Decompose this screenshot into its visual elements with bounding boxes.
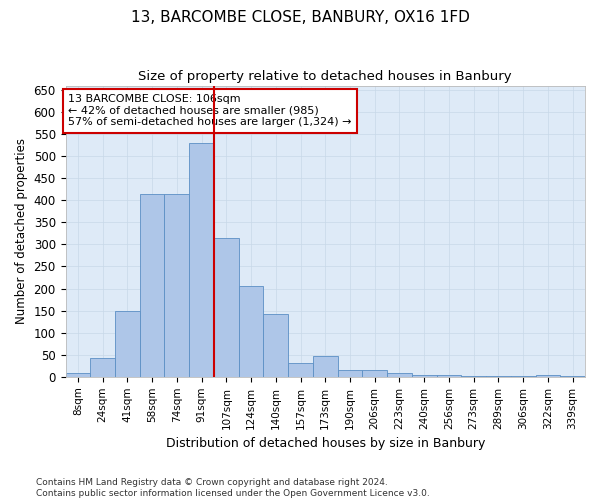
Bar (437, 376, 461, 377)
Bar (486, 376, 511, 377)
Bar (313, 356, 338, 377)
Bar (65, 374, 90, 377)
Bar (214, 238, 239, 377)
Bar (362, 370, 387, 377)
X-axis label: Distribution of detached houses by size in Banbury: Distribution of detached houses by size … (166, 437, 485, 450)
Bar (560, 376, 585, 377)
Bar (164, 194, 189, 377)
Y-axis label: Number of detached properties: Number of detached properties (15, 138, 28, 324)
Text: Contains HM Land Registry data © Crown copyright and database right 2024.
Contai: Contains HM Land Registry data © Crown c… (36, 478, 430, 498)
Bar (461, 376, 486, 377)
Title: Size of property relative to detached houses in Banbury: Size of property relative to detached ho… (139, 70, 512, 83)
Bar (115, 310, 140, 377)
Bar (140, 194, 164, 377)
Bar (288, 362, 313, 377)
Text: 13 BARCOMBE CLOSE: 106sqm
← 42% of detached houses are smaller (985)
57% of semi: 13 BARCOMBE CLOSE: 106sqm ← 42% of detac… (68, 94, 352, 128)
Text: 13, BARCOMBE CLOSE, BANBURY, OX16 1FD: 13, BARCOMBE CLOSE, BANBURY, OX16 1FD (131, 10, 469, 25)
Bar (239, 286, 263, 377)
Bar (90, 358, 115, 377)
Bar (263, 314, 288, 377)
Bar (189, 143, 214, 377)
Bar (338, 370, 362, 377)
Bar (387, 374, 412, 377)
Bar (536, 374, 560, 377)
Bar (412, 374, 437, 377)
Bar (511, 376, 536, 377)
